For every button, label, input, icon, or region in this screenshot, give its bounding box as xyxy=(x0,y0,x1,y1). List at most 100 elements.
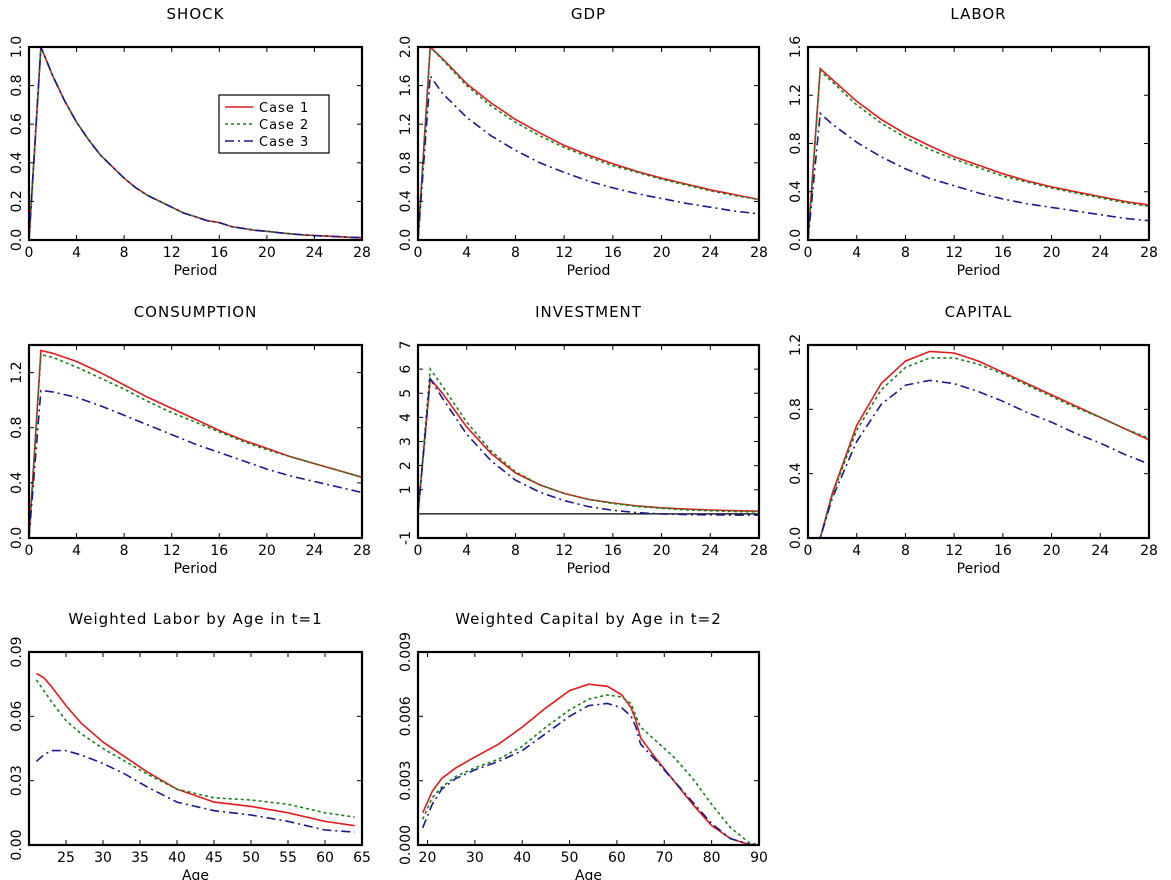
series-line-case-2 xyxy=(807,69,1150,241)
x-tick-label: 16 xyxy=(994,245,1012,261)
x-tick-label: 24 xyxy=(1091,543,1109,559)
series-line-case-3 xyxy=(807,111,1150,241)
y-tick-label: 0.6 xyxy=(9,113,25,135)
y-tick-label: 4 xyxy=(398,413,414,422)
panel-capital: CAPITAL 0 4 8 12 16 20 24 28 0.0 0.4 0.8 1.2 Period xyxy=(788,303,1158,577)
series-line-case-3 xyxy=(28,389,363,539)
y-tick-label: 6 xyxy=(398,365,414,374)
panel-title: CONSUMPTION xyxy=(134,303,258,321)
x-tick-label: 16 xyxy=(210,543,228,559)
x-axis-label: Period xyxy=(957,263,1001,279)
series-line-case-1 xyxy=(808,350,1150,539)
x-tick-label: 0 xyxy=(25,245,34,261)
legend-label: Case 3 xyxy=(259,135,309,150)
legend: Case 1 Case 2 Case 3 xyxy=(218,94,330,154)
x-tick-label: 28 xyxy=(1140,245,1158,261)
panel-title: CAPITAL xyxy=(945,303,1013,321)
y-tick-label: 0.009 xyxy=(398,632,414,672)
x-tick-label: 24 xyxy=(701,245,719,261)
y-tick-label: 0.8 xyxy=(788,132,804,154)
x-tick-label: 40 xyxy=(168,850,186,866)
panel-title: Weighted Capital by Age in t=2 xyxy=(455,610,722,628)
y-tick-label: 0.09 xyxy=(9,636,25,667)
x-tick-label: 60 xyxy=(608,850,626,866)
x-tick-label: 55 xyxy=(279,850,297,866)
x-tick-label: 40 xyxy=(513,850,531,866)
y-tick-label: 0.8 xyxy=(9,417,25,439)
y-tick-label: 1.2 xyxy=(9,361,25,383)
x-tick-label: 12 xyxy=(945,245,963,261)
x-tick-label: 0 xyxy=(25,543,34,559)
y-tick-label: 1.2 xyxy=(788,84,804,106)
x-tick-label: 8 xyxy=(901,245,910,261)
x-axis-label: Age xyxy=(182,868,209,880)
y-tick-label: 0.0 xyxy=(9,527,25,549)
y-tick-label: 0.00 xyxy=(9,829,25,860)
x-tick-label: 4 xyxy=(462,245,471,261)
x-tick-label: 12 xyxy=(555,543,573,559)
y-tick-label: 0.4 xyxy=(9,472,25,494)
y-tick-label: -1 xyxy=(398,531,414,545)
x-tick-label: 50 xyxy=(561,850,579,866)
y-tick-label: 0.03 xyxy=(9,765,25,796)
y-tick-label: 1.6 xyxy=(398,74,414,96)
x-tick-label: 4 xyxy=(462,543,471,559)
x-tick-label: 24 xyxy=(306,543,324,559)
series-line-case-2 xyxy=(35,679,355,818)
x-tick-label: 8 xyxy=(511,543,520,559)
x-tick-label: 16 xyxy=(994,543,1012,559)
x-tick-label: 24 xyxy=(1091,245,1109,261)
x-tick-label: 8 xyxy=(120,543,129,559)
y-tick-label: 2 xyxy=(398,461,414,470)
x-axis-label: Period xyxy=(957,561,1001,577)
x-tick-label: 0 xyxy=(804,543,813,559)
legend-label: Case 2 xyxy=(259,118,309,133)
x-tick-label: 65 xyxy=(353,850,371,866)
y-tick-label: 0.8 xyxy=(398,152,414,174)
x-tick-label: 4 xyxy=(852,245,861,261)
series-line-case-3 xyxy=(28,46,363,241)
y-tick-label: 0.4 xyxy=(9,152,25,174)
x-tick-label: 28 xyxy=(1140,543,1158,559)
y-tick-label: 0.000 xyxy=(398,825,414,865)
y-tick-label: 0.06 xyxy=(9,701,25,732)
x-tick-label: 20 xyxy=(1043,543,1061,559)
x-tick-label: 20 xyxy=(258,245,276,261)
x-tick-label: 70 xyxy=(655,850,673,866)
x-tick-label: 0 xyxy=(414,245,423,261)
series-line-case-1 xyxy=(417,45,760,241)
series-line-case-2 xyxy=(28,353,363,539)
y-tick-label: 1.0 xyxy=(9,36,25,58)
panel-consumption: CONSUMPTION 0 4 8 12 16 20 24 28 0.0 0.4 0.8 1.2 Peri… xyxy=(9,303,371,577)
x-tick-label: 20 xyxy=(653,245,671,261)
series-line-case-3 xyxy=(808,379,1150,539)
y-tick-label: 1.2 xyxy=(788,334,804,356)
panel-weighted-capital: Weighted Capital by Age in t=2 20 30 40 50 60… xyxy=(398,610,768,880)
x-tick-label: 0 xyxy=(804,245,813,261)
y-tick-label: 0.4 xyxy=(398,190,414,212)
y-tick-label: 0.003 xyxy=(398,761,414,801)
x-axis-label: Period xyxy=(174,263,218,279)
x-tick-label: 16 xyxy=(604,245,622,261)
series-line-case-1 xyxy=(35,672,355,827)
panel-title: SHOCK xyxy=(167,5,225,23)
y-tick-label: 0.0 xyxy=(788,527,804,549)
x-tick-label: 8 xyxy=(120,245,129,261)
plot-frame xyxy=(416,650,761,847)
y-tick-label: 1 xyxy=(398,485,414,494)
x-axis-label: Period xyxy=(567,263,611,279)
plot-frame xyxy=(27,650,364,847)
series-line-case-2 xyxy=(421,694,760,846)
panel-title: GDP xyxy=(571,5,606,23)
x-tick-label: 8 xyxy=(511,245,520,261)
x-tick-label: 25 xyxy=(57,850,75,866)
x-tick-label: 20 xyxy=(1043,245,1061,261)
x-tick-label: 20 xyxy=(419,850,437,866)
series-line-case-3 xyxy=(417,376,759,516)
x-tick-label: 24 xyxy=(306,245,324,261)
panel-labor: LABOR 0 4 8 12 16 20 24 28 0.0 0.4 0.8 1.2 1.6 Period xyxy=(788,5,1158,279)
x-tick-label: 4 xyxy=(852,543,861,559)
series-line-case-1 xyxy=(421,683,760,846)
y-tick-label: 0.0 xyxy=(9,229,25,251)
series-line-case-1 xyxy=(417,376,760,514)
